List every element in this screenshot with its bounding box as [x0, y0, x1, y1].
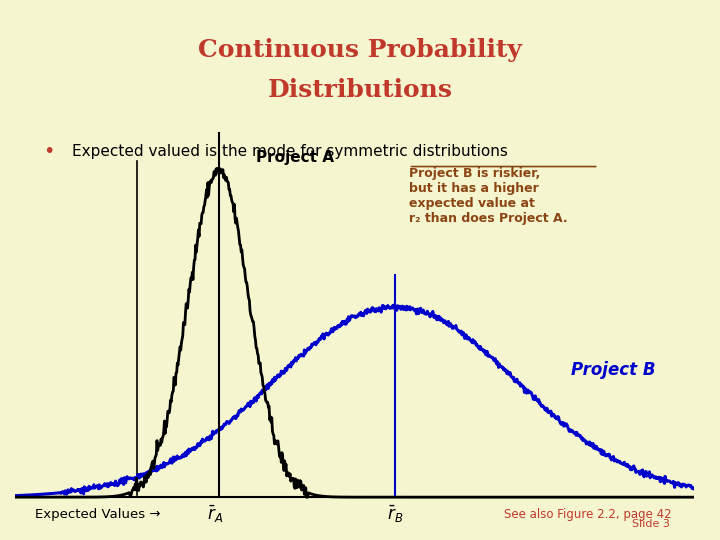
Text: Expected valued is the mode for symmetric distributions: Expected valued is the mode for symmetri…	[72, 144, 508, 159]
Text: Project A: Project A	[256, 150, 334, 165]
Text: $\bar{r}_A$: $\bar{r}_A$	[207, 504, 223, 525]
Text: Expected Values →: Expected Values →	[35, 508, 161, 521]
Text: Project B is riskier,
but it has a higher
expected value at
r₂ than does Project: Project B is riskier, but it has a highe…	[408, 166, 567, 225]
Text: Project B: Project B	[572, 361, 656, 380]
Text: •: •	[43, 141, 55, 161]
Text: Continuous Probability: Continuous Probability	[198, 38, 522, 62]
Text: See also Figure 2.2, page 42: See also Figure 2.2, page 42	[503, 508, 671, 521]
Text: $\bar{r}_B$: $\bar{r}_B$	[387, 504, 403, 525]
Text: Slide 3: Slide 3	[631, 519, 670, 529]
Text: Distributions: Distributions	[268, 78, 452, 102]
